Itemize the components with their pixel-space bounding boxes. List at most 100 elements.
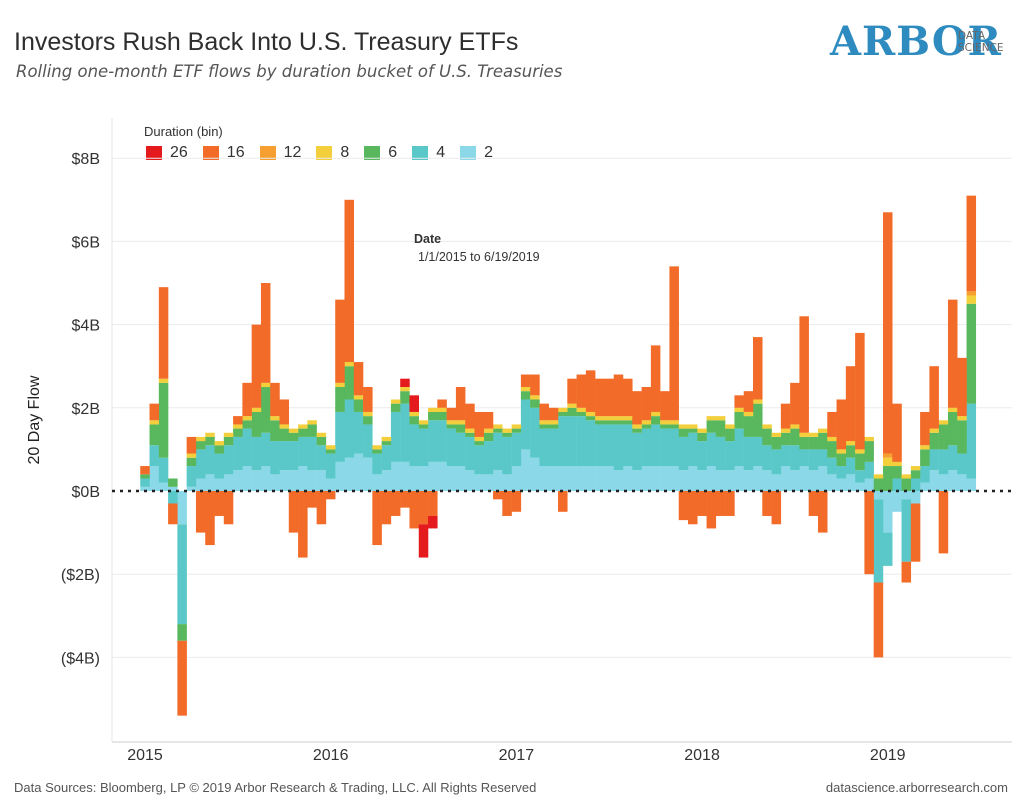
logo-sub-line2: SCIENCE [958, 42, 1004, 54]
legend-item-6[interactable]: 6 [364, 144, 397, 162]
bar-segment-6 [446, 424, 457, 429]
bar-segment-2 [827, 474, 837, 491]
date-annotation-value: 1/1/2015 to 6/19/2019 [418, 250, 540, 264]
bar-segment-4 [223, 445, 234, 475]
bar-segment-2 [752, 466, 763, 491]
bar-segment-8 [195, 436, 206, 442]
bar-segment-4 [548, 428, 559, 467]
bar-segment-6 [827, 441, 837, 458]
bar-segment-16 [511, 491, 522, 512]
bar-segment-16 [669, 266, 679, 421]
bar-segment-4 [186, 466, 197, 487]
bar-segment-6 [855, 453, 865, 471]
legend-item-2[interactable]: 2 [460, 144, 493, 162]
bar-segment-6 [947, 411, 958, 446]
bar-segment-6 [864, 441, 874, 462]
legend-item-4[interactable]: 4 [412, 144, 445, 162]
legend-item-16[interactable]: 16 [202, 144, 245, 162]
bar-segment-8 [882, 457, 893, 467]
bar-segment-8 [688, 424, 698, 429]
bar-segment-6 [910, 470, 921, 479]
bar-segment-16 [158, 287, 169, 379]
bar-segment-16 [641, 387, 652, 421]
bar-segment-2 [632, 470, 642, 491]
bar-segment-4 [743, 436, 754, 471]
bar-segment-8 [214, 441, 225, 446]
bar-segment-4 [688, 432, 698, 467]
bar-segment-16 [892, 403, 902, 462]
footer-url[interactable]: datascience.arborresearch.com [825, 780, 1008, 795]
bar-segment-6 [632, 428, 642, 433]
bar-segment-4 [344, 399, 355, 458]
bar-segment-4 [938, 449, 949, 475]
bar-segment-8 [307, 420, 317, 425]
x-tick-label: 2015 [127, 747, 163, 764]
bar-segment-2 [288, 470, 299, 491]
bar-segment-2 [873, 491, 884, 500]
bar-segment-8 [520, 387, 531, 392]
bar-segment-4 [947, 445, 958, 471]
logo-wordmark: ARBOR [830, 18, 1002, 65]
bar-segment-8 [558, 407, 568, 412]
bar-segment-2 [270, 474, 280, 491]
bar-segment-6 [242, 420, 252, 429]
bar-segment-16 [706, 491, 717, 529]
bar-segment-2 [511, 466, 522, 491]
bar-segment-4 [465, 436, 475, 471]
bar-segment-6 [381, 441, 392, 446]
bar-segment-4 [530, 407, 540, 458]
bar-segment-16 [251, 324, 262, 408]
bar-segment-12 [966, 291, 977, 296]
bar-segment-8 [938, 420, 949, 425]
legend-item-8[interactable]: 8 [316, 144, 349, 162]
bar-segment-6 [511, 428, 522, 433]
bar-segment-2 [762, 470, 772, 491]
bar-segment-2 [734, 466, 744, 491]
bar-segment-2 [808, 470, 819, 491]
chart-subtitle: Rolling one-month ETF flows by duration … [16, 62, 563, 81]
y-tick-label: ($4B) [61, 650, 100, 667]
bar-segment-6 [576, 411, 587, 417]
legend-item-12[interactable]: 12 [259, 144, 301, 162]
bar-segment-4 [316, 445, 327, 471]
bar-segment-16 [734, 395, 744, 408]
bar-segment-2 [177, 491, 187, 525]
bar-segment-8 [530, 395, 540, 400]
bar-segment-6 [817, 432, 828, 450]
bar-segment-6 [697, 432, 707, 442]
bar-segment-2 [641, 466, 652, 491]
bar-segment-6 [298, 428, 308, 437]
bar-segment-8 [836, 449, 847, 454]
bar-segment-26 [428, 515, 438, 529]
legend-item-26[interactable]: 26 [146, 144, 188, 162]
bar-segment-16 [428, 491, 438, 516]
bar-segment-16 [595, 378, 605, 417]
bar-segment-4 [242, 428, 252, 467]
legend-label: 16 [226, 144, 245, 161]
bar-segment-4 [567, 416, 577, 467]
bar-segment-2 [530, 457, 540, 491]
bar-segment-6 [752, 403, 763, 437]
legend-label: 26 [170, 144, 188, 161]
bar-segment-16 [418, 491, 429, 525]
bar-segment-8 [363, 411, 373, 417]
bar-segment-2 [493, 470, 503, 491]
bar-segment-16 [660, 391, 670, 421]
bar-segment-16 [298, 491, 308, 558]
bar-segment-4 [353, 411, 364, 454]
legend-label: 4 [436, 144, 446, 161]
bar-segment-16 [576, 374, 587, 408]
bar-segment-6 [260, 387, 271, 433]
bar-segment-26 [400, 378, 410, 387]
bar-segment-4 [446, 428, 457, 467]
bar-segment-8 [725, 424, 735, 429]
bar-segment-2 [743, 470, 754, 491]
bar-segment-6 [251, 411, 262, 437]
bar-segment-16 [920, 411, 930, 446]
bar-segment-16 [242, 382, 252, 417]
bar-segment-4 [195, 449, 206, 479]
bar-segment-8 [298, 424, 308, 429]
bar-segment-6 [186, 457, 197, 467]
bar-segment-4 [418, 428, 429, 467]
